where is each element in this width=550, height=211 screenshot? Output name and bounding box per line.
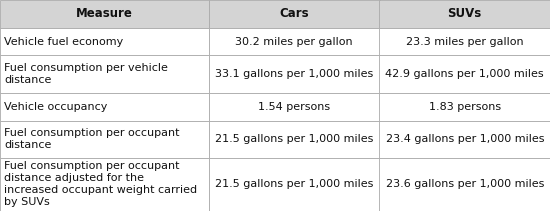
Bar bbox=[379, 28, 550, 55]
Bar bbox=[0, 55, 209, 93]
Bar bbox=[379, 120, 550, 158]
Bar bbox=[379, 158, 550, 211]
Bar bbox=[209, 120, 380, 158]
Text: Vehicle occupancy: Vehicle occupancy bbox=[4, 102, 108, 112]
Text: 23.3 miles per gallon: 23.3 miles per gallon bbox=[406, 37, 524, 47]
Text: Measure: Measure bbox=[76, 7, 133, 20]
Bar bbox=[209, 0, 380, 28]
Bar bbox=[0, 0, 209, 28]
Text: 23.4 gallons per 1,000 miles: 23.4 gallons per 1,000 miles bbox=[386, 134, 544, 144]
Bar bbox=[0, 93, 209, 120]
Bar bbox=[0, 120, 209, 158]
Text: 33.1 gallons per 1,000 miles: 33.1 gallons per 1,000 miles bbox=[215, 69, 373, 79]
Text: SUVs: SUVs bbox=[448, 7, 482, 20]
Text: 1.83 persons: 1.83 persons bbox=[428, 102, 501, 112]
Bar bbox=[0, 158, 209, 211]
Bar bbox=[209, 93, 380, 120]
Text: Fuel consumption per vehicle
distance: Fuel consumption per vehicle distance bbox=[4, 63, 168, 85]
Text: 30.2 miles per gallon: 30.2 miles per gallon bbox=[235, 37, 353, 47]
Text: Cars: Cars bbox=[279, 7, 309, 20]
Text: 42.9 gallons per 1,000 miles: 42.9 gallons per 1,000 miles bbox=[386, 69, 544, 79]
Text: Fuel consumption per occupant
distance adjusted for the
increased occupant weigh: Fuel consumption per occupant distance a… bbox=[4, 161, 197, 207]
Bar bbox=[0, 28, 209, 55]
Bar bbox=[209, 55, 380, 93]
Text: 1.54 persons: 1.54 persons bbox=[258, 102, 331, 112]
Text: Vehicle fuel economy: Vehicle fuel economy bbox=[4, 37, 124, 47]
Bar bbox=[209, 158, 380, 211]
Text: 21.5 gallons per 1,000 miles: 21.5 gallons per 1,000 miles bbox=[215, 134, 373, 144]
Bar bbox=[379, 93, 550, 120]
Text: 21.5 gallons per 1,000 miles: 21.5 gallons per 1,000 miles bbox=[215, 180, 373, 189]
Bar bbox=[209, 28, 380, 55]
Bar bbox=[379, 0, 550, 28]
Bar bbox=[379, 55, 550, 93]
Text: 23.6 gallons per 1,000 miles: 23.6 gallons per 1,000 miles bbox=[386, 180, 544, 189]
Text: Fuel consumption per occupant
distance: Fuel consumption per occupant distance bbox=[4, 128, 180, 150]
